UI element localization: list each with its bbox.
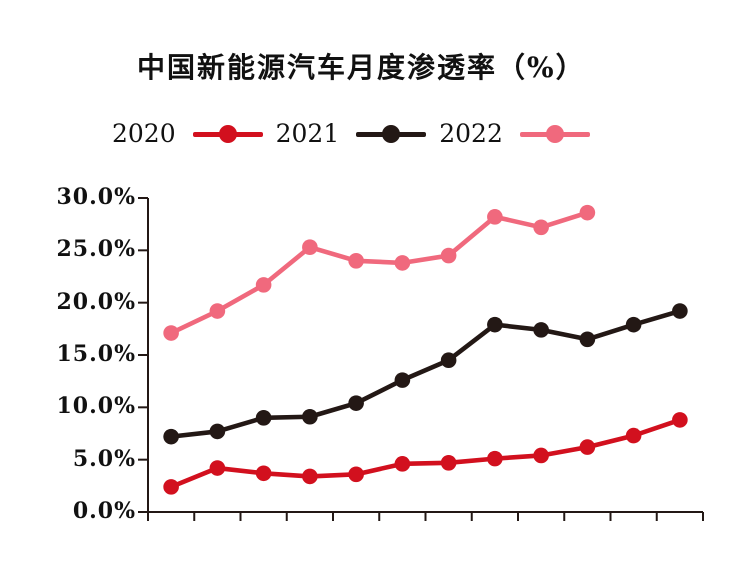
y-axis-label-5.0%: 5.0% bbox=[72, 445, 136, 472]
chart-legend: 2020 2021 2022 bbox=[112, 119, 603, 149]
legend-label-2020: 2020 bbox=[112, 119, 176, 148]
series-point-2022 bbox=[302, 239, 318, 255]
y-axis-label-10.0%: 10.0% bbox=[56, 393, 136, 420]
series-line-2020 bbox=[168, 417, 683, 490]
line-marker-icon bbox=[192, 125, 263, 143]
legend-item-2022: 2022 bbox=[439, 119, 590, 149]
legend-item-2020: 2020 bbox=[112, 119, 263, 149]
series-point-2022 bbox=[209, 303, 226, 319]
line-marker-icon bbox=[356, 125, 427, 143]
series-point-2020 bbox=[163, 479, 179, 495]
series-point-2021 bbox=[625, 316, 642, 333]
series-point-2020 bbox=[394, 456, 411, 472]
series-point-2022 bbox=[533, 219, 549, 236]
series-point-2021 bbox=[394, 372, 411, 388]
series-point-2020 bbox=[625, 427, 642, 444]
chart-title: 中国新能源汽车月度渗透率（%） bbox=[137, 51, 586, 84]
legend-label-2021: 2021 bbox=[275, 119, 340, 148]
series-point-2021 bbox=[487, 316, 503, 333]
series-line-2022 bbox=[168, 210, 590, 336]
series-point-2020 bbox=[533, 447, 549, 464]
series-point-2022 bbox=[394, 255, 411, 271]
series-point-2021 bbox=[302, 408, 318, 425]
series-line-2021 bbox=[168, 308, 683, 439]
series-point-2022 bbox=[440, 247, 457, 264]
series-point-2021 bbox=[163, 428, 179, 445]
marker-dot-icon bbox=[382, 125, 401, 143]
series-point-2020 bbox=[209, 460, 226, 476]
series-point-2021 bbox=[209, 423, 226, 440]
series-point-2022 bbox=[255, 277, 272, 293]
series-point-2021 bbox=[533, 322, 549, 338]
y-axis-label-30.0%: 30.0% bbox=[56, 184, 136, 210]
series-point-2021 bbox=[255, 410, 272, 426]
series-point-2020 bbox=[302, 468, 318, 485]
y-axis-label-25.0%: 25.0% bbox=[56, 236, 136, 263]
marker-dot-icon bbox=[218, 125, 237, 143]
series-point-2021 bbox=[672, 303, 688, 319]
series-point-2020 bbox=[348, 466, 364, 483]
series-point-2020 bbox=[440, 455, 457, 471]
line-marker-icon bbox=[519, 125, 590, 143]
series-point-2021 bbox=[348, 395, 364, 411]
series-point-2020 bbox=[672, 412, 688, 428]
series-point-2022 bbox=[163, 325, 179, 341]
series-point-2021 bbox=[440, 352, 457, 369]
y-axis-label-15.0%: 15.0% bbox=[56, 341, 136, 367]
legend-label-2022: 2022 bbox=[439, 119, 503, 148]
marker-dot-icon bbox=[545, 125, 564, 143]
series-point-2020 bbox=[579, 439, 596, 455]
y-axis-label-0.0%: 0.0% bbox=[72, 498, 136, 524]
series-point-2022 bbox=[579, 204, 596, 221]
series-point-2020 bbox=[255, 465, 272, 482]
legend-item-2021: 2021 bbox=[276, 119, 427, 149]
series-point-2022 bbox=[487, 209, 503, 225]
series-point-2022 bbox=[348, 252, 364, 269]
series-point-2021 bbox=[579, 331, 596, 348]
y-axis-label-20.0%: 20.0% bbox=[56, 288, 136, 315]
series-point-2020 bbox=[487, 450, 503, 467]
